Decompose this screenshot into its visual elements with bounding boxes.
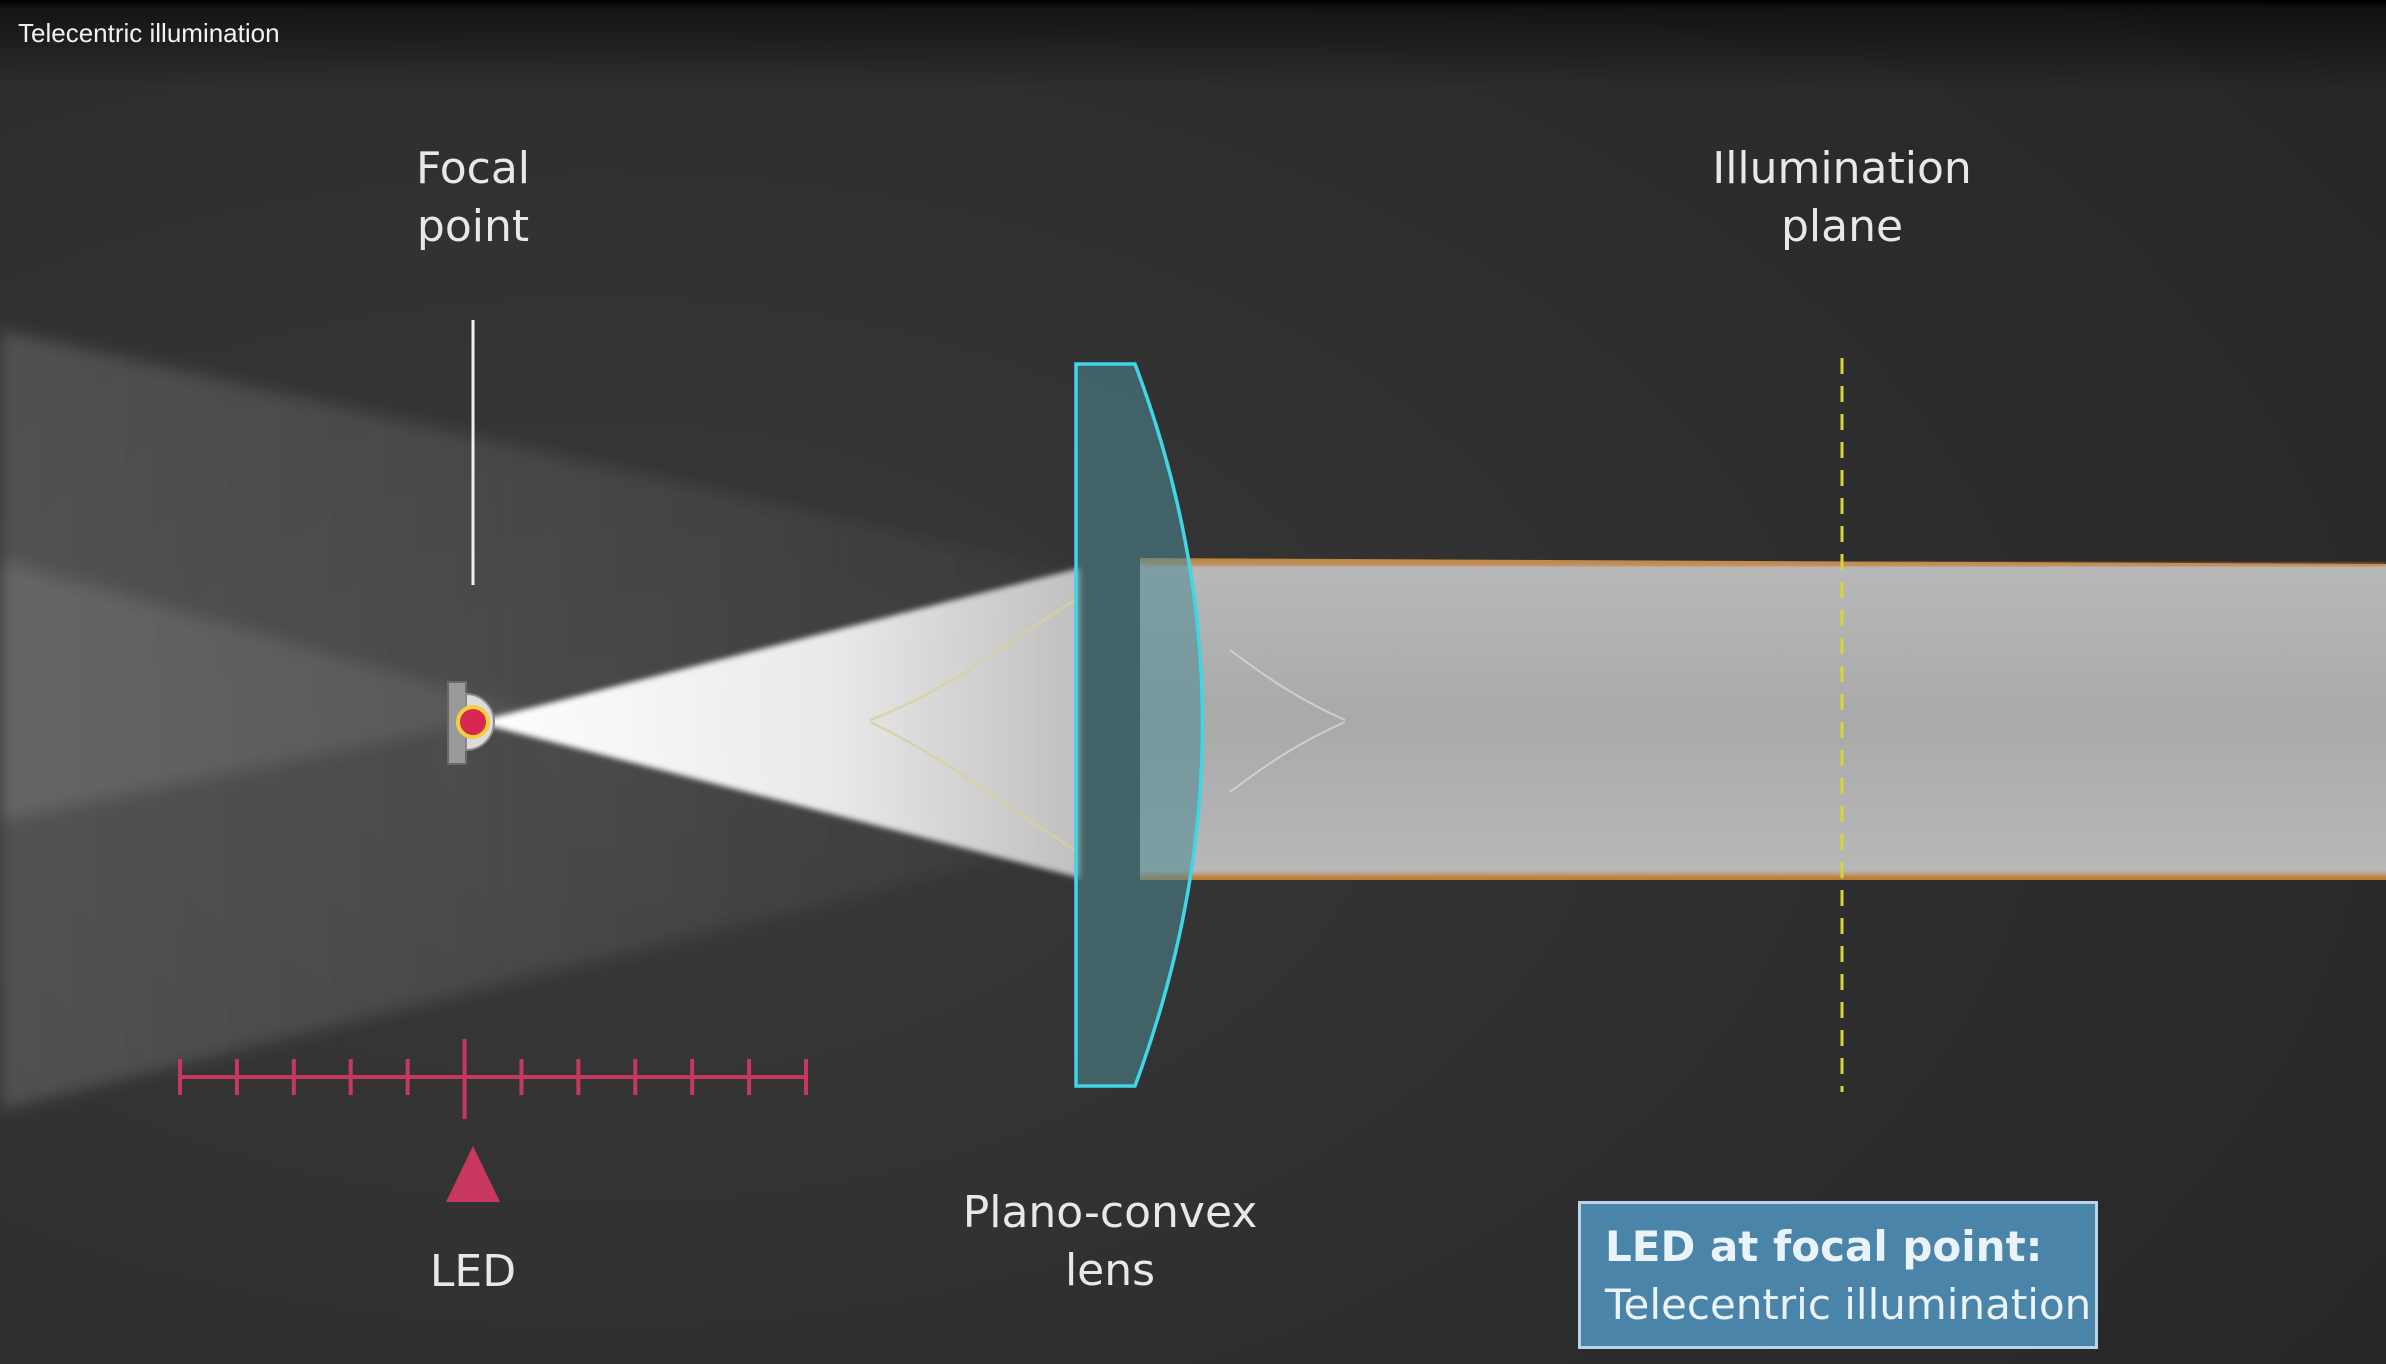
- illumination-plane-label-line1: Illumination: [1712, 143, 1972, 194]
- lens-label-line1: Plano-convex: [962, 1187, 1258, 1238]
- caustic-left: [869, 598, 1076, 852]
- led-position-arrow-shape: [446, 1146, 500, 1202]
- plano-convex-lens: [1074, 362, 1205, 1088]
- illumination-plane-label: Illumination plane: [1662, 140, 2022, 256]
- video-title: Telecentric illumination: [18, 18, 280, 48]
- illumination-plane-label-line2: plane: [1780, 201, 1904, 252]
- led-chip: [456, 705, 490, 739]
- led-label-text: LED: [429, 1246, 517, 1297]
- caustic-right: [1229, 649, 1346, 793]
- info-box-subtitle: Telecentric illumination: [1605, 1280, 2092, 1329]
- led-label: LED: [373, 1243, 573, 1301]
- beam-edge-bottom: [1149, 874, 2386, 880]
- led-source: [447, 681, 495, 765]
- lens-label: Plano-convex lens: [940, 1184, 1280, 1300]
- lens-label-line2: lens: [1064, 1245, 1156, 1296]
- cone-body: [475, 568, 1080, 878]
- ruler-ticks: [178, 1039, 808, 1119]
- haze-beams: [0, 330, 1075, 1110]
- haze-lower: [0, 560, 1075, 1110]
- light-cone: [475, 568, 1346, 878]
- telecentric-beam: [1140, 558, 2386, 880]
- info-box-heading: LED at focal point:: [1605, 1222, 2043, 1271]
- focal-point-label-line1: Focal: [415, 143, 531, 194]
- position-ruler: [178, 1039, 808, 1119]
- focal-point-label: Focal point: [373, 140, 573, 256]
- beam-edge-top: [1149, 560, 2386, 568]
- info-box: LED at focal point: Telecentric illumina…: [1578, 1201, 2098, 1349]
- focal-point-label-line2: point: [416, 201, 530, 252]
- beam-body: [1140, 558, 2386, 880]
